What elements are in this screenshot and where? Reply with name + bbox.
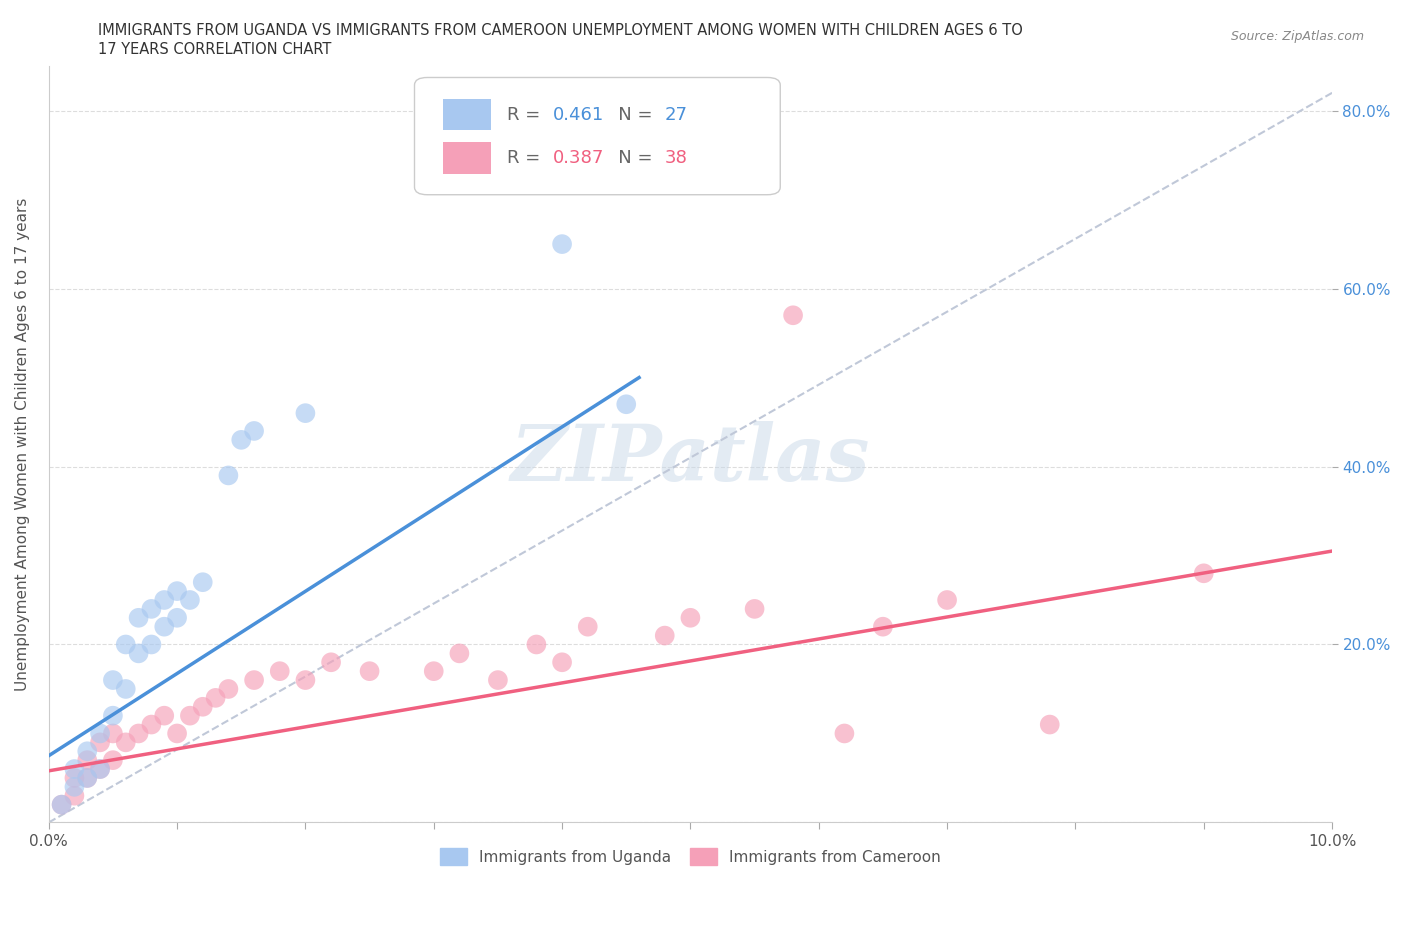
Point [114,735,136,750]
Point [1039,717,1062,732]
Point [294,672,316,687]
Text: Source: ZipAtlas.com: Source: ZipAtlas.com [1230,30,1364,43]
Point [89,762,111,777]
Text: R =: R = [508,149,546,166]
Text: 27: 27 [665,105,688,124]
Point [243,423,266,438]
Point [128,610,150,625]
Point [128,646,150,661]
Point [166,726,188,741]
Point [191,699,214,714]
Text: 38: 38 [665,149,688,166]
Point [744,602,766,617]
FancyBboxPatch shape [443,141,492,174]
Point [936,592,959,607]
Point [153,619,176,634]
Point [101,709,124,724]
Point [51,797,73,812]
Point [551,236,574,251]
Point [63,770,86,785]
Text: 17 YEARS CORRELATION CHART: 17 YEARS CORRELATION CHART [98,42,332,57]
Point [294,405,316,420]
Point [614,397,637,412]
Point [449,646,471,661]
Point [101,726,124,741]
Point [526,637,548,652]
Point [166,610,188,625]
Point [76,752,98,767]
Point [782,308,804,323]
Text: N =: N = [600,149,658,166]
FancyBboxPatch shape [415,77,780,194]
Point [114,637,136,652]
Text: 0.387: 0.387 [553,149,605,166]
Point [269,664,291,679]
Point [179,709,201,724]
Point [101,752,124,767]
Point [191,575,214,590]
Point [76,770,98,785]
Text: IMMIGRANTS FROM UGANDA VS IMMIGRANTS FROM CAMEROON UNEMPLOYMENT AMONG WOMEN WITH: IMMIGRANTS FROM UGANDA VS IMMIGRANTS FRO… [98,23,1024,38]
Point [217,682,239,697]
Point [576,619,599,634]
Point [76,770,98,785]
Point [654,628,676,643]
Point [319,655,342,670]
Point [243,672,266,687]
Text: N =: N = [600,105,658,124]
Point [76,744,98,759]
Text: R =: R = [508,105,546,124]
Point [89,762,111,777]
Point [89,735,111,750]
Point [114,682,136,697]
Y-axis label: Unemployment Among Women with Children Ages 6 to 17 years: Unemployment Among Women with Children A… [15,197,30,691]
Point [359,664,381,679]
Point [63,779,86,794]
Point [128,726,150,741]
Point [679,610,702,625]
Point [89,726,111,741]
Point [1192,565,1215,580]
Point [217,468,239,483]
Point [179,592,201,607]
Text: 0.461: 0.461 [553,105,605,124]
Point [166,584,188,599]
Legend: Immigrants from Uganda, Immigrants from Cameroon: Immigrants from Uganda, Immigrants from … [433,842,948,871]
Point [141,717,163,732]
Point [63,789,86,804]
Point [204,690,226,705]
Point [153,709,176,724]
Point [834,726,856,741]
Point [872,619,894,634]
Point [141,602,163,617]
Point [51,797,73,812]
Point [153,592,176,607]
Point [486,672,509,687]
FancyBboxPatch shape [443,99,492,130]
Point [101,672,124,687]
Point [231,432,253,447]
Text: ZIPatlas: ZIPatlas [510,421,870,498]
Point [141,637,163,652]
Point [422,664,444,679]
Point [63,762,86,777]
Point [551,655,574,670]
